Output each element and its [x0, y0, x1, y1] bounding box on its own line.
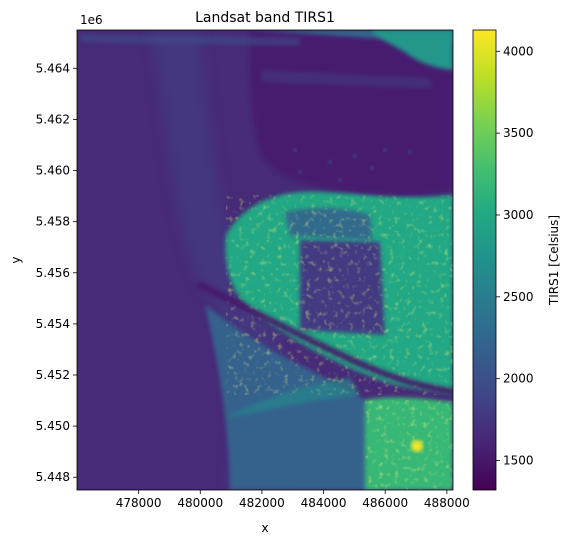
chart-title: Landsat band TIRS1 [195, 10, 335, 26]
y-tick-label: 5.448 [36, 470, 70, 484]
y-tick-label: 5.452 [36, 368, 70, 382]
x-tick-label: 486000 [362, 496, 408, 510]
plot-frame [76, 29, 454, 491]
region-river-channel [197, 282, 453, 395]
colorbar-tick-label: 3500 [503, 126, 534, 140]
region-hot-spot [411, 440, 423, 452]
y-axis-label: y [9, 256, 23, 263]
bay-spot [298, 170, 302, 174]
y-offset-label: 1e6 [80, 13, 103, 27]
bay-spot [293, 148, 297, 152]
region-bay-band [262, 70, 432, 88]
colorbar-tick-label: 2000 [503, 372, 534, 386]
bay-spot [338, 178, 342, 182]
bay-spot [328, 160, 332, 164]
land-texture [226, 195, 453, 395]
bay-spot [383, 148, 387, 152]
bay-spot [408, 150, 412, 154]
colorbar [472, 29, 497, 491]
heatmap [77, 30, 453, 490]
south-texture [365, 400, 453, 490]
x-tick-label: 478000 [116, 496, 162, 510]
y-tick-label: 5.456 [36, 266, 70, 280]
y-axis: 5.448 5.450 5.452 5.454 5.456 5.458 5.460 5.462… [36, 61, 77, 484]
y-tick-label: 5.460 [36, 164, 70, 178]
x-tick-label: 488000 [424, 496, 470, 510]
x-tick-label: 484000 [301, 496, 347, 510]
colorbar-tick-label: 3000 [503, 208, 534, 222]
colorbar-label: TIRS1 [Celsius] [547, 215, 561, 306]
bay-spot [353, 154, 357, 158]
y-tick-label: 5.458 [36, 215, 70, 229]
region-top-strip [80, 34, 300, 46]
x-tick-label: 480000 [177, 496, 223, 510]
y-tick-label: 5.462 [36, 112, 70, 126]
colorbar-tick-label: 2500 [503, 290, 534, 304]
region-northern-shore [370, 30, 453, 70]
colorbar-tick-label: 1500 [503, 454, 534, 468]
colorbar-tick-label: 4000 [503, 44, 534, 58]
x-axis-label: x [261, 521, 268, 535]
x-tick-label: 482000 [239, 496, 285, 510]
colorbar-axis: 1500 2000 2500 3000 3500 4000 [496, 44, 534, 468]
x-axis: 478000 480000 482000 484000 486000 488000 [116, 490, 470, 510]
region-bay [250, 30, 453, 196]
y-tick-label: 5.450 [36, 419, 70, 433]
y-tick-label: 5.464 [36, 61, 70, 75]
y-tick-label: 5.454 [36, 317, 70, 331]
bay-spot [370, 166, 374, 170]
